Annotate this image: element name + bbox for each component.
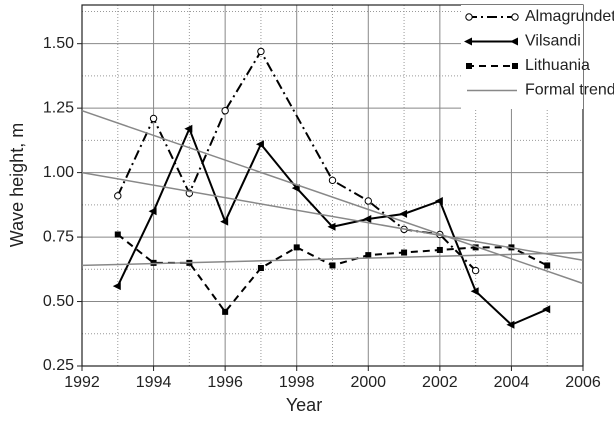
point <box>114 231 121 238</box>
point <box>291 184 300 193</box>
point <box>257 265 264 272</box>
point <box>257 47 265 56</box>
x-tick-label: 1994 <box>136 374 172 391</box>
point <box>148 207 157 216</box>
x-tick-label: 1992 <box>64 374 100 391</box>
legend-label: Formal trend <box>525 82 614 99</box>
legend-label: Vilsandi <box>525 33 581 50</box>
x-axis-label: Year <box>286 395 322 415</box>
y-axis-label: Wave height, m <box>7 123 27 247</box>
series-line <box>117 233 548 314</box>
legend-marker <box>464 37 472 46</box>
point <box>472 244 479 251</box>
legend-marker <box>466 63 518 69</box>
point <box>470 287 479 296</box>
point <box>471 266 480 275</box>
x-tick-label: 2004 <box>494 374 530 391</box>
y-tick-label: 0.25 <box>43 357 74 374</box>
x-tick-label: 1996 <box>207 374 243 391</box>
point <box>365 252 372 259</box>
point <box>363 215 372 224</box>
point <box>220 217 229 226</box>
point <box>329 262 336 269</box>
point <box>436 246 443 253</box>
legend-label: Almagrundet <box>525 8 614 25</box>
y-tick-label: 0.50 <box>43 293 74 310</box>
legend-marker <box>510 37 518 46</box>
series-line <box>116 49 477 272</box>
point <box>149 114 158 123</box>
point <box>221 107 229 115</box>
legend-marker <box>464 37 518 46</box>
trend-line <box>81 171 584 262</box>
y-tick-label: 1.50 <box>43 35 74 52</box>
point <box>114 192 122 200</box>
legend-box <box>461 5 583 109</box>
plot-frame <box>81 4 584 367</box>
y-tick-label: 1.25 <box>43 99 74 116</box>
x-tick-label: 2006 <box>565 374 601 391</box>
point <box>255 140 264 149</box>
legend-label: Lithuania <box>525 57 590 74</box>
x-tick-label: 1998 <box>279 374 315 391</box>
legend-marker <box>511 13 519 21</box>
point <box>184 124 193 133</box>
point <box>399 209 408 218</box>
legend-marker <box>466 63 472 69</box>
point <box>328 176 337 185</box>
legend-marker <box>512 63 518 69</box>
point <box>544 262 551 269</box>
y-tick-label: 1.00 <box>43 164 74 181</box>
point <box>364 197 372 205</box>
point <box>542 305 551 314</box>
x-tick-label: 2002 <box>422 374 458 391</box>
legend-marker <box>465 13 473 21</box>
trend-line <box>81 251 584 267</box>
y-tick-label: 0.75 <box>43 228 74 245</box>
point <box>401 249 408 256</box>
x-tick-label: 2000 <box>350 374 386 391</box>
point <box>506 320 515 329</box>
point <box>112 282 121 291</box>
point <box>293 244 300 251</box>
point <box>327 222 336 231</box>
point <box>434 196 443 205</box>
legend-marker <box>465 13 519 21</box>
point <box>222 308 229 315</box>
